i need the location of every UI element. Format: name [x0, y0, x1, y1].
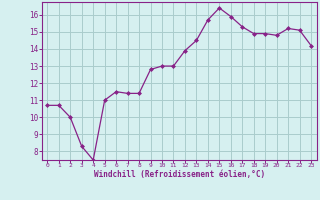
X-axis label: Windchill (Refroidissement éolien,°C): Windchill (Refroidissement éolien,°C): [94, 170, 265, 179]
